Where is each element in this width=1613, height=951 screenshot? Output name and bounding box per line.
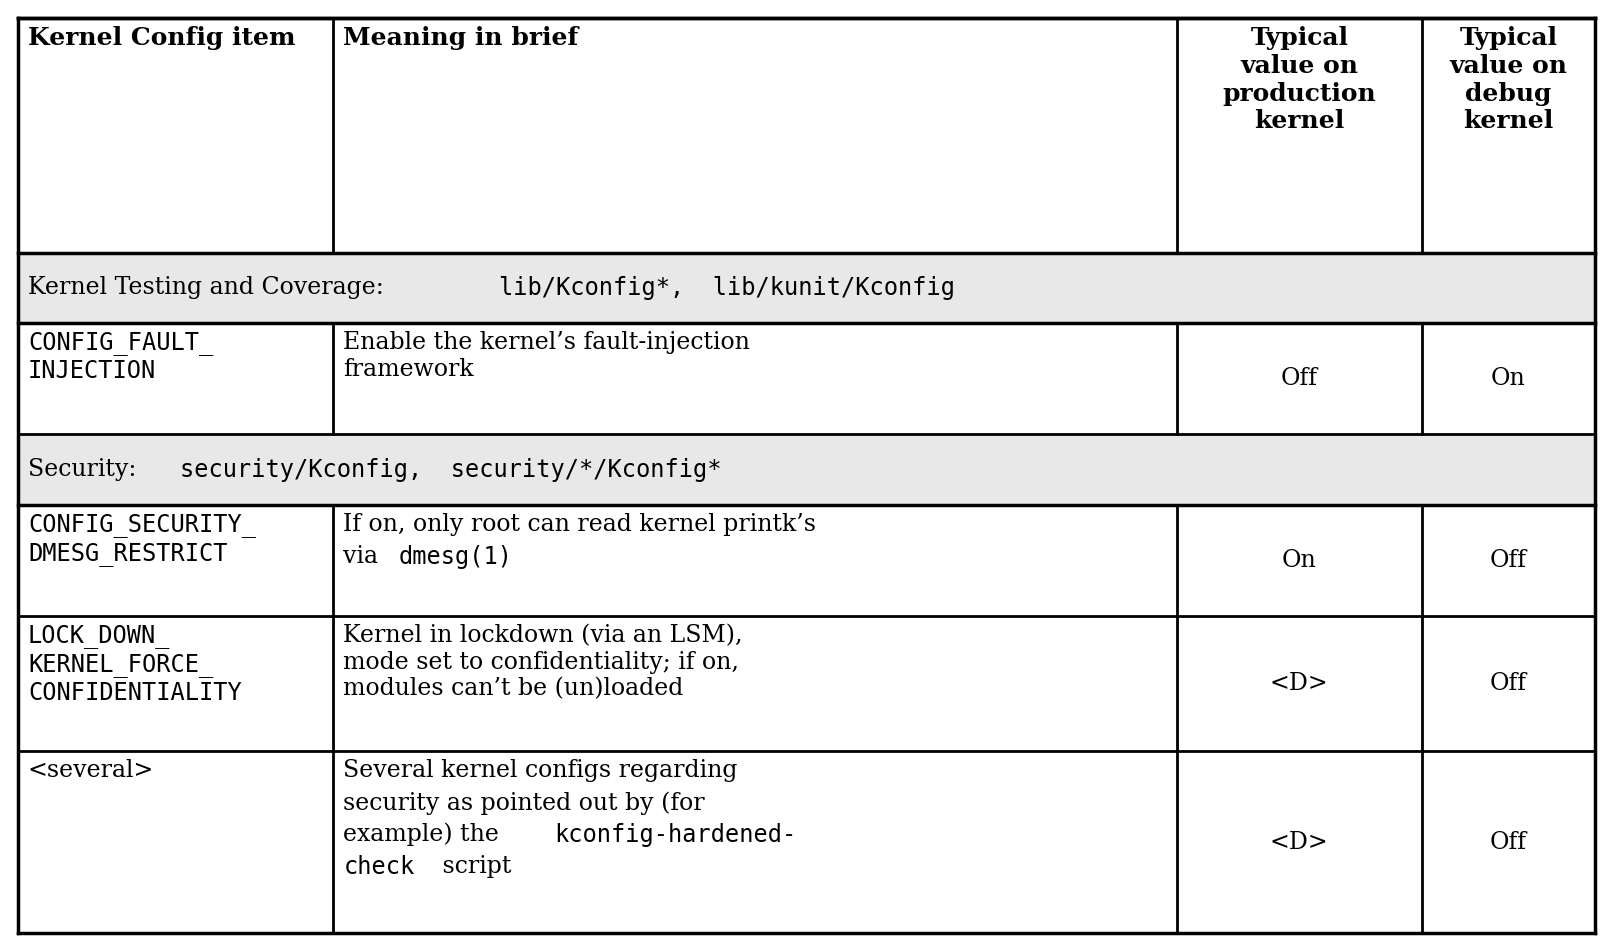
Text: Meaning in brief: Meaning in brief (344, 26, 579, 50)
Text: <D>: <D> (1269, 830, 1329, 854)
Text: If on, only root can read kernel printk’s: If on, only root can read kernel printk’… (344, 513, 816, 535)
Bar (18, 253, 1595, 323)
Bar (18, 323, 1595, 435)
Text: security as pointed out by (for: security as pointed out by (for (344, 791, 705, 815)
Text: Enable the kernel’s fault-injection
framework: Enable the kernel’s fault-injection fram… (344, 331, 750, 380)
Text: via: via (344, 545, 386, 568)
Text: CONFIG_SECURITY_
DMESG_RESTRICT: CONFIG_SECURITY_ DMESG_RESTRICT (27, 513, 256, 566)
Text: On: On (1490, 367, 1526, 390)
Bar (18, 435, 1595, 505)
Text: script: script (436, 855, 511, 878)
Text: On: On (1282, 549, 1316, 573)
Bar (18, 751, 1595, 933)
Text: Off: Off (1281, 367, 1318, 390)
Text: <several>: <several> (27, 759, 155, 782)
Text: Kernel Config item: Kernel Config item (27, 26, 295, 50)
Text: example) the: example) the (344, 823, 506, 846)
Bar (18, 18, 1595, 253)
Text: Off: Off (1490, 830, 1528, 854)
Text: Typical
value on
production
kernel: Typical value on production kernel (1223, 26, 1376, 133)
Text: Kernel in lockdown (via an LSM),
mode set to confidentiality; if on,
modules can: Kernel in lockdown (via an LSM), mode se… (344, 624, 744, 701)
Bar (18, 505, 1595, 616)
Text: Kernel Testing and Coverage:: Kernel Testing and Coverage: (27, 277, 392, 300)
Text: Off: Off (1490, 672, 1528, 695)
Text: Off: Off (1490, 549, 1528, 573)
Text: Several kernel configs regarding: Several kernel configs regarding (344, 759, 737, 782)
Text: <D>: <D> (1269, 672, 1329, 695)
Text: Security:: Security: (27, 458, 144, 481)
Text: kconfig-hardened-: kconfig-hardened- (555, 823, 797, 847)
Text: dmesg(1): dmesg(1) (398, 545, 513, 569)
Text: Typical
value on
debug
kernel: Typical value on debug kernel (1448, 26, 1568, 133)
Bar (18, 616, 1595, 751)
Text: CONFIG_FAULT_
INJECTION: CONFIG_FAULT_ INJECTION (27, 331, 213, 383)
Text: check: check (344, 855, 415, 879)
Text: lib/Kconfig*,  lib/kunit/Kconfig: lib/Kconfig*, lib/kunit/Kconfig (498, 276, 955, 300)
Text: security/Kconfig,  security/*/Kconfig*: security/Kconfig, security/*/Kconfig* (179, 457, 721, 481)
Text: LOCK_DOWN_
KERNEL_FORCE_
CONFIDENTIALITY: LOCK_DOWN_ KERNEL_FORCE_ CONFIDENTIALITY (27, 624, 242, 705)
